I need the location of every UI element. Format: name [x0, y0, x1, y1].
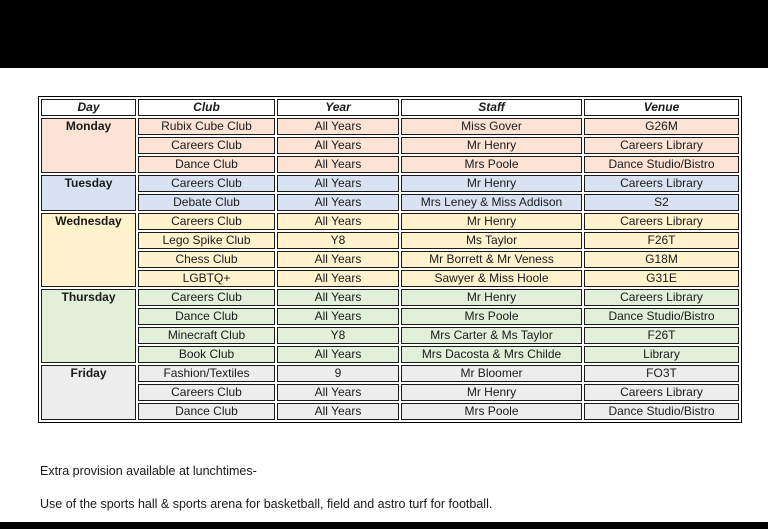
col-header-day: Day: [41, 99, 136, 116]
staff-cell: Mr Bloomer: [401, 365, 582, 382]
table-row: Friday Fashion/Textiles 9 Mr Bloomer FO3T: [41, 365, 739, 420]
venue-cell: G18M: [584, 251, 739, 268]
staff-cell: Mr Henry: [401, 213, 582, 230]
club-cell: Careers Club: [138, 289, 275, 306]
table-row: Careers Club All Years Mr Henry Careers Lib…: [41, 137, 739, 154]
venue-cell: Dance Studio/Bistro: [584, 403, 739, 420]
staff-cell: Mrs Poole: [401, 403, 582, 420]
staff-cell: Mr Borrett & Mr Veness: [401, 251, 582, 268]
staff-cell: Mrs Poole: [401, 308, 582, 325]
year-cell: All Years: [277, 251, 399, 268]
letterbox-top-bar: [0, 0, 768, 68]
table-row: Debate Club All Years Mrs Leney & Miss Add…: [41, 194, 739, 211]
venue-cell: G31E: [584, 270, 739, 287]
col-header-club: Club: [138, 99, 275, 116]
club-cell: LGBTQ+: [138, 270, 275, 287]
year-cell: 9: [277, 365, 399, 382]
year-cell: All Years: [277, 403, 399, 420]
club-cell: Careers Club: [138, 213, 275, 230]
staff-cell: Sawyer & Miss Hoole: [401, 270, 582, 287]
staff-cell: Miss Gover: [401, 118, 582, 135]
table-row: Wednesday Careers Club All Years Mr Henry Ca…: [41, 213, 739, 287]
table-row: Minecraft Club Y8 Mrs Carter & Ms Taylor F2…: [41, 327, 739, 344]
club-cell: Chess Club: [138, 251, 275, 268]
staff-cell: Ms Taylor: [401, 232, 582, 249]
venue-cell: S2: [584, 194, 739, 211]
club-cell: Dance Club: [138, 308, 275, 325]
year-cell: All Years: [277, 137, 399, 154]
document-page: Day Club Year Staff Venue Monday Rubix Cu…: [0, 68, 768, 522]
venue-cell: Careers Library: [584, 175, 739, 192]
club-cell: Dance Club: [138, 156, 275, 173]
staff-cell: Mrs Poole: [401, 156, 582, 173]
year-cell: All Years: [277, 308, 399, 325]
staff-cell: Mr Henry: [401, 175, 582, 192]
header-row: Day Club Year Staff Venue: [41, 99, 739, 116]
year-cell: Y8: [277, 232, 399, 249]
col-header-year: Year: [277, 99, 399, 116]
year-cell: All Years: [277, 270, 399, 287]
club-cell: Lego Spike Club: [138, 232, 275, 249]
staff-cell: Mrs Leney & Miss Addison: [401, 194, 582, 211]
venue-cell: Careers Library: [584, 289, 739, 306]
club-cell: Careers Club: [138, 137, 275, 154]
venue-cell: Dance Studio/Bistro: [584, 156, 739, 173]
clubs-schedule-table: Day Club Year Staff Venue Monday Rubix Cu…: [38, 96, 742, 423]
staff-cell: Mr Henry: [401, 137, 582, 154]
year-cell: All Years: [277, 175, 399, 192]
table-row: Lego Spike Club Y8 Ms Taylor F26T: [41, 232, 739, 249]
day-cell-wednesday: Wednesday: [41, 213, 136, 287]
letterbox-bottom-bar: [0, 522, 768, 529]
year-cell: Y8: [277, 327, 399, 344]
year-cell: All Years: [277, 289, 399, 306]
note-extra-provision: Extra provision available at lunchtimes-: [40, 464, 257, 478]
year-cell: All Years: [277, 384, 399, 401]
year-cell: All Years: [277, 194, 399, 211]
day-cell-monday: Monday: [41, 118, 136, 173]
club-cell: Rubix Cube Club: [138, 118, 275, 135]
table-row: Dance Club All Years Mrs Poole Dance Studio…: [41, 308, 739, 325]
venue-cell: F26T: [584, 232, 739, 249]
table-row: Thursday Careers Club All Years Mr Henry Car…: [41, 289, 739, 363]
day-cell-friday: Friday: [41, 365, 136, 420]
year-cell: All Years: [277, 346, 399, 363]
club-cell: Careers Club: [138, 175, 275, 192]
venue-cell: Careers Library: [584, 213, 739, 230]
club-cell: Careers Club: [138, 384, 275, 401]
table-row: Monday Rubix Cube Club All Years Miss Gover…: [41, 118, 739, 173]
year-cell: All Years: [277, 213, 399, 230]
staff-cell: Mr Henry: [401, 384, 582, 401]
col-header-staff: Staff: [401, 99, 582, 116]
venue-cell: Careers Library: [584, 384, 739, 401]
venue-cell: Careers Library: [584, 137, 739, 154]
year-cell: All Years: [277, 156, 399, 173]
club-cell: Minecraft Club: [138, 327, 275, 344]
day-cell-thursday: Thursday: [41, 289, 136, 363]
club-cell: Debate Club: [138, 194, 275, 211]
day-cell-tuesday: Tuesday: [41, 175, 136, 211]
table-row: Tuesday Careers Club All Years Mr Henry Care…: [41, 175, 739, 211]
club-cell: Book Club: [138, 346, 275, 363]
club-cell: Dance Club: [138, 403, 275, 420]
year-cell: All Years: [277, 118, 399, 135]
venue-cell: F26T: [584, 327, 739, 344]
col-header-venue: Venue: [584, 99, 739, 116]
table-row: Chess Club All Years Mr Borrett & Mr Venes…: [41, 251, 739, 268]
venue-cell: FO3T: [584, 365, 739, 382]
staff-cell: Mr Henry: [401, 289, 582, 306]
venue-cell: Dance Studio/Bistro: [584, 308, 739, 325]
table-row: Careers Club All Years Mr Henry Careers Lib…: [41, 384, 739, 401]
note-sports-hall: Use of the sports hall & sports arena fo…: [40, 497, 493, 511]
table-row: Dance Club All Years Mrs Poole Dance Studio…: [41, 156, 739, 173]
staff-cell: Mrs Carter & Ms Taylor: [401, 327, 582, 344]
staff-cell: Mrs Dacosta & Mrs Childe: [401, 346, 582, 363]
venue-cell: G26M: [584, 118, 739, 135]
club-cell: Fashion/Textiles: [138, 365, 275, 382]
table-row: Dance Club All Years Mrs Poole Dance Studio…: [41, 403, 739, 420]
table-row: LGBTQ+ All Years Sawyer & Miss Hoole G31E: [41, 270, 739, 287]
venue-cell: Library: [584, 346, 739, 363]
table-row: Book Club All Years Mrs Dacosta & Mrs Chil…: [41, 346, 739, 363]
